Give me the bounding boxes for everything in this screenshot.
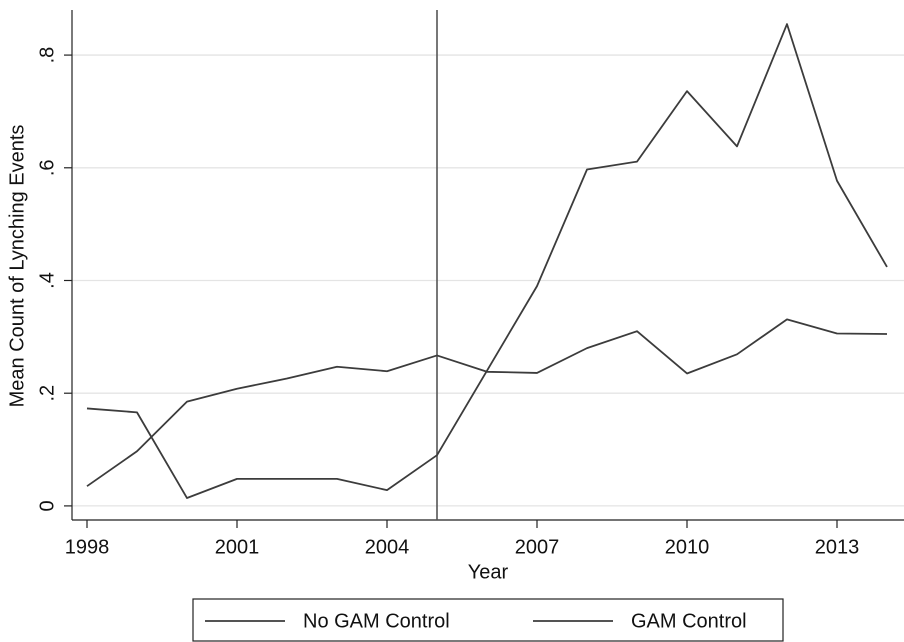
y-tick-label: .8 (36, 47, 58, 64)
x-tick-label: 1998 (65, 536, 110, 558)
x-tick-label: 2001 (215, 536, 260, 558)
x-tick-label: 2004 (365, 536, 410, 558)
x-axis-title: Year (468, 561, 509, 583)
y-tick-label: .4 (36, 272, 58, 289)
x-tick-label: 2007 (515, 536, 560, 558)
x-tick-label: 2010 (665, 536, 710, 558)
legend-label: GAM Control (631, 610, 747, 632)
series-line (86, 318, 888, 487)
y-tick-label: 0 (36, 500, 58, 511)
x-tick-label: 2013 (815, 536, 860, 558)
legend-box (192, 598, 784, 642)
series-line (86, 23, 888, 499)
y-axis-title: Mean Count of Lynching Events (6, 125, 28, 408)
legend-label: No GAM Control (303, 610, 450, 632)
y-tick-label: .6 (36, 159, 58, 176)
y-tick-label: .2 (36, 385, 58, 402)
